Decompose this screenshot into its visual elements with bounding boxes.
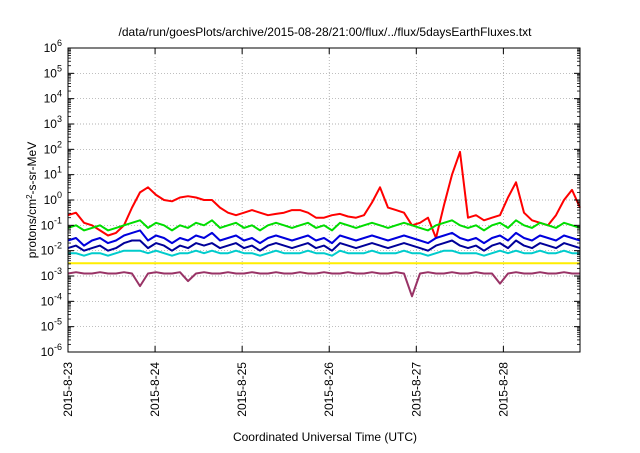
- y-tick-label: 100: [44, 190, 62, 207]
- series-lines: [67, 150, 581, 298]
- y-axis-label: protons/cm2-s-sr-MeV: [25, 142, 40, 258]
- x-axis-label: Coordinated Universal Time (UTC): [233, 430, 417, 444]
- y-tick-label: 101: [44, 165, 62, 182]
- series-line: [67, 150, 581, 239]
- y-tick-label: 10-2: [41, 241, 62, 258]
- y-tick-label-base: 10: [41, 218, 55, 232]
- series-line: [67, 271, 580, 298]
- y-tick-label-exponent: -1: [54, 215, 62, 225]
- series-line: [67, 229, 581, 247]
- y-tick-label: 106: [44, 38, 62, 55]
- y-tick-label-base: 10: [44, 117, 58, 131]
- y-tick-label-exponent: -4: [54, 291, 62, 301]
- y-axis-label-suffix: -s-sr-MeV: [25, 142, 39, 195]
- y-tick-label-exponent: 1: [57, 165, 62, 175]
- axes: 10-610-510-410-310-210-11001011021031041…: [41, 38, 580, 417]
- y-tick-label-base: 10: [44, 193, 58, 207]
- x-tick-label: 2015-8-24: [148, 362, 162, 417]
- y-tick-label-base: 10: [44, 168, 58, 182]
- y-tick-label: 104: [44, 89, 62, 106]
- y-tick-label-base: 10: [44, 92, 58, 106]
- x-tick-label: 2015-8-25: [235, 362, 249, 417]
- x-tick-label: 2015-8-26: [322, 362, 336, 417]
- y-tick-label-exponent: 2: [57, 139, 62, 149]
- y-tick-label-exponent: 6: [57, 38, 62, 48]
- chart-title: /data/run/goesPlots/archive/2015-08-28/2…: [119, 25, 533, 39]
- grid-lines: [68, 48, 580, 352]
- y-tick-label-base: 10: [44, 41, 58, 55]
- series-line: [67, 219, 581, 232]
- y-tick-label-exponent: 0: [57, 190, 62, 200]
- x-tick-label: 2015-8-28: [496, 362, 510, 417]
- y-tick-label: 10-3: [41, 266, 62, 283]
- series-line: [67, 239, 581, 252]
- y-axis-label-prefix: protons/cm: [25, 199, 39, 258]
- x-tick-label: 2015-8-23: [61, 362, 75, 417]
- y-tick-label: 10-4: [41, 291, 62, 308]
- y-tick-label-base: 10: [44, 66, 58, 80]
- y-tick-label-base: 10: [41, 244, 55, 258]
- x-tick-label: 2015-8-27: [409, 362, 423, 417]
- y-tick-label: 10-1: [41, 215, 62, 232]
- y-tick-label: 10-5: [41, 317, 62, 334]
- y-axis-label-sup: 2: [25, 194, 34, 199]
- y-tick-label-exponent: 3: [57, 114, 62, 124]
- y-tick-label-base: 10: [41, 320, 55, 334]
- y-tick-label-base: 10: [41, 345, 55, 359]
- y-tick-label-exponent: -6: [54, 342, 62, 352]
- y-tick-label: 103: [44, 114, 62, 131]
- y-tick-label-base: 10: [41, 269, 55, 283]
- y-tick-label-exponent: -2: [54, 241, 62, 251]
- y-tick-label-base: 10: [41, 294, 55, 308]
- y-tick-label-exponent: -5: [54, 317, 62, 327]
- y-tick-label: 10-6: [41, 342, 62, 359]
- y-tick-label: 102: [44, 139, 62, 156]
- series-line: [68, 249, 580, 257]
- y-tick-label-base: 10: [44, 142, 58, 156]
- y-tick-label-exponent: -3: [54, 266, 62, 276]
- y-tick-label-exponent: 5: [57, 63, 62, 73]
- y-tick-label: 105: [44, 63, 62, 80]
- y-tick-label-exponent: 4: [57, 89, 62, 99]
